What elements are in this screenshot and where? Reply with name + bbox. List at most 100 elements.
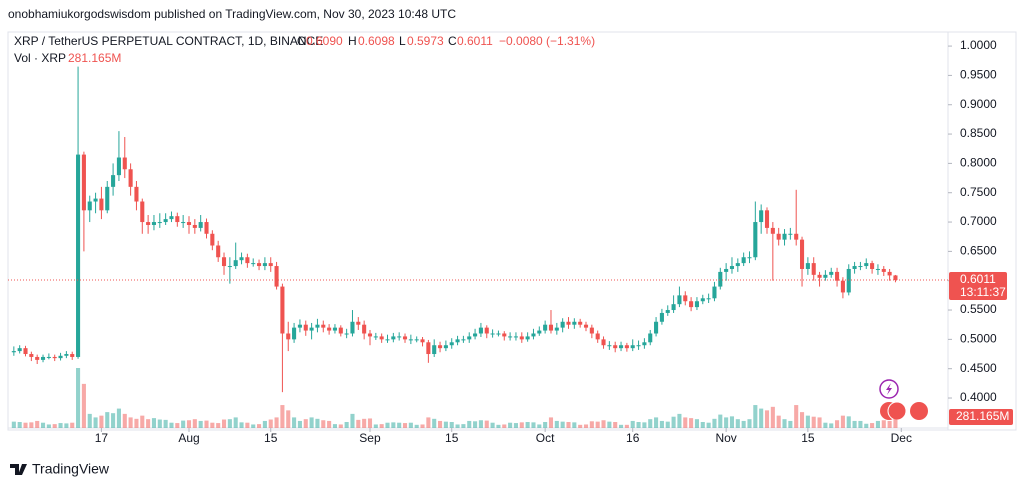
candle-body xyxy=(759,210,764,223)
chart-frame xyxy=(7,31,1017,431)
y-tick-label: 0.8500 xyxy=(960,126,997,140)
volume-bar xyxy=(87,413,92,428)
candle-body xyxy=(362,324,367,334)
volume-bar xyxy=(852,420,857,428)
candle-body xyxy=(257,263,262,267)
volume-bar xyxy=(893,418,898,428)
candle-body xyxy=(216,245,221,258)
volume-bar xyxy=(210,422,215,428)
candle-body xyxy=(519,336,524,340)
candle-body xyxy=(823,274,828,278)
candle-body xyxy=(397,336,402,338)
candle-body xyxy=(508,336,513,338)
o-key: O xyxy=(297,34,306,48)
volume-bar xyxy=(829,423,834,428)
volume-bar xyxy=(198,420,203,428)
candle-body xyxy=(64,354,69,356)
candle-body xyxy=(548,324,554,331)
c-key: C xyxy=(448,34,457,48)
candle-body xyxy=(642,342,647,346)
candle-body xyxy=(99,198,104,211)
candle-body xyxy=(52,356,57,359)
candle-body xyxy=(93,198,98,202)
candle-body xyxy=(753,222,758,258)
candle-body xyxy=(572,321,577,325)
volume-bar xyxy=(373,424,378,428)
volume-bar xyxy=(397,422,402,428)
candle-body xyxy=(531,333,536,337)
x-tick-label: 16 xyxy=(626,431,640,445)
candle-body xyxy=(747,257,752,259)
volume-bar xyxy=(683,417,688,428)
candle-body xyxy=(840,280,845,293)
candle-body xyxy=(893,275,898,281)
volume-bar xyxy=(677,413,682,428)
candle-body xyxy=(496,333,501,335)
volume-bar xyxy=(116,408,121,428)
plot xyxy=(8,66,948,428)
volume-bar xyxy=(537,424,542,428)
candle-body xyxy=(630,345,635,349)
candle-body xyxy=(566,321,571,325)
volume-bar xyxy=(76,368,81,428)
volume-bar xyxy=(245,422,250,428)
volume-bar xyxy=(694,419,699,428)
volume-bar xyxy=(192,419,197,428)
volume-bar xyxy=(502,424,507,428)
volume-bar xyxy=(379,424,384,428)
volume-bar xyxy=(70,422,75,428)
volume-bar xyxy=(548,417,554,428)
volume-bar xyxy=(140,415,145,428)
volume-bar xyxy=(840,415,845,428)
candle-body xyxy=(683,295,688,302)
volume-bar xyxy=(93,417,98,428)
o-value: 0.6090 xyxy=(306,34,343,48)
volume-bar xyxy=(613,422,618,428)
candle-body xyxy=(712,286,717,299)
x-tick-label: Sep xyxy=(359,431,381,445)
candle-body xyxy=(402,336,408,340)
volume-bar xyxy=(531,422,536,428)
candle-body xyxy=(292,327,297,340)
volume-bar xyxy=(315,418,320,428)
candle-body xyxy=(782,233,787,240)
candle-body xyxy=(140,201,145,223)
y-tick-label: 0.5500 xyxy=(960,302,997,316)
candle-body xyxy=(875,268,880,270)
change: −0.0080 (−1.31%) xyxy=(499,34,595,48)
volume-bar xyxy=(519,422,524,428)
volume-bar xyxy=(52,424,57,428)
volume-bar xyxy=(508,422,513,428)
volume-bar xyxy=(706,422,711,428)
volume-bar xyxy=(257,424,262,428)
c-value: 0.6011 xyxy=(457,34,493,48)
volume-bar xyxy=(805,415,810,428)
candle-body xyxy=(321,324,326,328)
candle-body xyxy=(181,222,186,224)
candle-body xyxy=(554,327,559,331)
candle-body xyxy=(607,345,612,347)
volume-bar xyxy=(858,420,863,428)
volume-bar xyxy=(823,422,828,428)
candle-body xyxy=(134,186,139,202)
candle-body xyxy=(788,233,793,235)
candle-body xyxy=(239,257,244,261)
vol-value: 281.165M xyxy=(68,51,121,65)
candle-body xyxy=(835,271,840,281)
candle-body xyxy=(151,222,157,225)
candle-body xyxy=(268,263,273,267)
candle-body xyxy=(700,298,705,302)
y-tick-label: 0.6500 xyxy=(960,244,997,258)
candle-body xyxy=(502,333,507,337)
candle-body xyxy=(76,154,81,357)
volume-bar xyxy=(221,419,227,428)
candle-body xyxy=(327,327,332,331)
lightning-glyph xyxy=(886,383,892,395)
y-tick-label: 0.5000 xyxy=(960,332,997,346)
candle-body xyxy=(81,154,86,211)
candle-body xyxy=(315,324,320,328)
tv-logo: TradingView xyxy=(10,461,110,477)
flag-icon xyxy=(887,401,907,421)
h-value: 0.6098 xyxy=(358,34,395,48)
volume-bar xyxy=(729,416,735,428)
